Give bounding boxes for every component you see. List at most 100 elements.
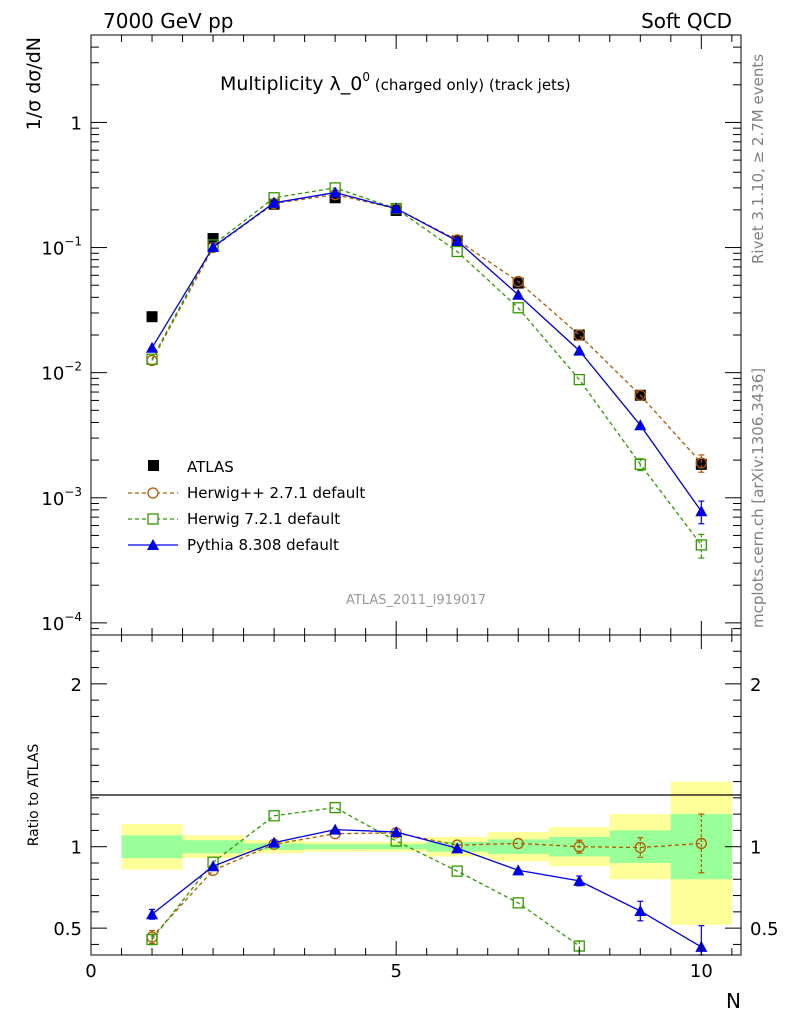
main-line-herwigpp <box>151 193 702 464</box>
ratio-point-herwig7 <box>512 897 524 909</box>
main-point-herwig7 <box>512 302 524 314</box>
main-point-herwig7 <box>695 539 707 551</box>
main-ytick-label: 10−1 <box>41 235 82 260</box>
legend-label-herwigpp: Herwig++ 2.7.1 default <box>187 484 365 502</box>
legend-entry-herwigpp: Herwig++ 2.7.1 default <box>128 484 365 502</box>
main-point-pythia <box>695 505 708 517</box>
main-ytick-label: 10−2 <box>41 360 82 385</box>
main-ytick-label: 10−3 <box>41 485 82 510</box>
ratio-ytick-label-left: 2 <box>71 675 82 696</box>
ratio-band-inner <box>121 835 183 859</box>
ratio-point-herwig7 <box>146 933 158 946</box>
ratio-point-herwigpp <box>695 837 707 850</box>
legend-entry-atlas: ATLAS <box>148 458 234 476</box>
main-point-herwigpp <box>695 457 707 469</box>
main-axis-ticks <box>90 34 741 636</box>
legend-marker-herwigpp <box>147 487 159 499</box>
analysis-label: ATLAS_2011_I919017 <box>346 593 486 608</box>
legend-label-pythia: Pythia 8.308 default <box>187 536 339 554</box>
main-point-pythia <box>634 419 647 431</box>
header-process-label: Soft QCD <box>641 9 732 33</box>
ratio-point-herwig7 <box>329 801 341 814</box>
ratio-band-inner <box>304 844 366 850</box>
mcplots-label: mcplots.cern.ch [arXiv:1306.3436] <box>749 368 767 628</box>
ratio-xtick-labels: 0 5 10 <box>85 961 713 982</box>
legend-marker-pythia <box>147 539 159 550</box>
main-point-atlas <box>573 329 585 341</box>
main-point-atlas <box>329 192 341 204</box>
ratio-point-pythia <box>512 864 525 876</box>
ratio-series-layer <box>146 801 708 956</box>
main-point-pythia <box>329 186 342 198</box>
ratio-point-herwig7 <box>451 865 463 877</box>
ratio-ytick-label-right: 0.5 <box>750 919 779 940</box>
ratio-ytick-label-right: 2 <box>750 675 761 696</box>
main-point-atlas <box>207 233 219 245</box>
ratio-plot: 0.5 0.5 1 1 2 2 0 5 10 Ratio to ATLAS N <box>26 634 779 1013</box>
main-point-pythia <box>390 202 403 214</box>
ratio-ytick-label-left: 1 <box>71 838 82 859</box>
legend: ATLAS Herwig++ 2.7.1 default Herwig 7.2.… <box>128 458 365 554</box>
main-line-herwig7 <box>151 187 702 546</box>
main-series-layer <box>146 182 708 559</box>
main-point-herwig7 <box>573 373 585 386</box>
legend-marker-herwig7 <box>147 513 159 525</box>
main-ytick-label: 1 <box>71 113 82 134</box>
ratio-point-pythia <box>268 836 281 848</box>
ratio-point-pythia <box>573 874 586 886</box>
main-point-atlas <box>695 458 707 470</box>
ratio-point-herwigpp <box>573 841 585 853</box>
header-energy-label: 7000 GeV pp <box>103 9 234 33</box>
ratio-plot-frame <box>90 634 742 956</box>
legend-entry-herwig7: Herwig 7.2.1 default <box>128 510 340 528</box>
main-point-pythia <box>207 241 220 253</box>
main-point-pythia <box>512 288 525 300</box>
ratio-point-pythia <box>390 826 403 838</box>
ratio-ytick-label-right: 1 <box>750 838 761 859</box>
ratio-xlabel: N <box>726 989 741 1013</box>
main-point-herwigpp <box>634 389 646 401</box>
ratio-xtick-label: 10 <box>690 961 713 982</box>
main-point-pythia <box>146 341 159 353</box>
ratio-line-pythia <box>151 828 702 948</box>
ratio-line-herwig7 <box>151 806 580 947</box>
rivet-version-label: Rivet 3.1.10, ≥ 2.7M events <box>749 54 767 264</box>
legend-label-atlas: ATLAS <box>187 458 234 476</box>
main-ytick-labels: 1 10−1 10−2 10−3 10−4 <box>41 113 82 634</box>
ratio-band-inner <box>182 840 244 854</box>
main-ytick-label: 10−4 <box>41 610 82 635</box>
ratio-xtick-label: 5 <box>390 961 401 982</box>
legend-label-herwig7: Herwig 7.2.1 default <box>187 510 340 528</box>
ratio-point-pythia <box>329 823 342 835</box>
ratio-point-pythia <box>146 908 159 920</box>
ratio-point-herwig7 <box>268 810 280 822</box>
main-line-pythia <box>151 191 702 512</box>
main-point-atlas <box>146 311 158 323</box>
ratio-band-layer <box>121 781 732 925</box>
ratio-point-pythia <box>207 860 220 872</box>
main-point-herwig7 <box>451 245 463 258</box>
ratio-line-herwigpp <box>151 832 702 938</box>
ratio-axis-ticks <box>90 635 741 955</box>
ratio-xtick-label: 0 <box>85 961 96 982</box>
main-point-herwigpp <box>573 329 585 341</box>
main-point-herwigpp <box>512 275 524 288</box>
legend-entry-pythia: Pythia 8.308 default <box>128 536 339 554</box>
main-point-atlas <box>512 277 524 289</box>
main-plot: 1 10−1 10−2 10−3 10−4 Multiplicity λ_00 (cha… <box>23 34 742 636</box>
ratio-point-herwigpp <box>512 837 524 850</box>
ratio-point-pythia <box>451 842 464 854</box>
main-point-pythia <box>268 196 281 208</box>
ratio-ytick-label-left: 0.5 <box>53 919 82 940</box>
main-point-herwig7 <box>146 353 158 365</box>
ratio-band-inner <box>365 844 427 850</box>
ratio-point-pythia <box>634 905 647 917</box>
main-plot-title: Multiplicity λ_00 (charged only) (track … <box>220 70 571 95</box>
main-point-pythia <box>451 234 464 246</box>
main-point-herwig7 <box>634 458 646 470</box>
ratio-point-herwigpp <box>634 841 646 854</box>
legend-marker-atlas <box>148 460 159 471</box>
ratio-band-inner <box>487 839 549 855</box>
main-point-pythia <box>573 344 586 356</box>
